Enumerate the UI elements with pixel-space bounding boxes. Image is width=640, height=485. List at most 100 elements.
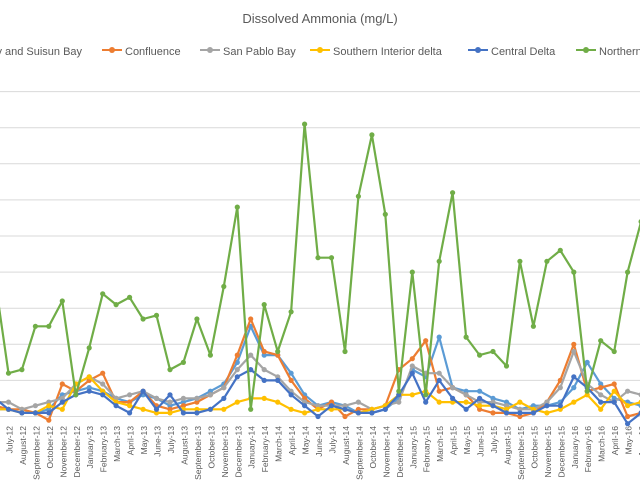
x-tick-label: November-13 — [220, 426, 230, 478]
data-point — [356, 410, 361, 415]
data-point — [154, 407, 159, 412]
x-tick-label: May-16 — [624, 426, 634, 455]
data-point — [6, 407, 11, 412]
data-point — [558, 248, 563, 253]
x-tick-label: July-13 — [166, 426, 176, 454]
data-point — [221, 407, 226, 412]
x-tick-label: November-15 — [543, 426, 553, 478]
data-point — [114, 403, 119, 408]
data-point — [437, 378, 442, 383]
legend-item: Southern Interior delta — [310, 46, 443, 58]
data-point — [410, 392, 415, 397]
x-tick-label: July-12 — [5, 426, 15, 454]
data-point — [221, 396, 226, 401]
data-point — [167, 400, 172, 405]
data-point — [315, 414, 320, 419]
data-point — [410, 363, 415, 368]
x-tick-label: May-13 — [139, 426, 149, 455]
x-tick-label: January-14 — [247, 426, 257, 469]
x-tick-label: August-13 — [179, 426, 189, 465]
data-point — [235, 374, 240, 379]
data-point — [437, 335, 442, 340]
data-point — [302, 122, 307, 127]
data-point — [571, 374, 576, 379]
data-point — [517, 410, 522, 415]
data-point — [262, 378, 267, 383]
data-point — [262, 367, 267, 372]
data-point — [262, 349, 267, 354]
data-point — [73, 392, 78, 397]
data-point — [477, 353, 482, 358]
series-line — [0, 326, 640, 413]
data-point — [289, 392, 294, 397]
data-point — [100, 291, 105, 296]
data-point — [410, 270, 415, 275]
x-tick-label: February-15 — [422, 426, 432, 473]
x-tick-label: September-14 — [354, 426, 364, 480]
data-point — [6, 400, 11, 405]
x-tick-label: February-16 — [583, 426, 593, 473]
data-point — [598, 400, 603, 405]
data-point — [127, 295, 132, 300]
x-tick-label: December-12 — [72, 426, 82, 478]
data-point — [383, 212, 388, 217]
x-tick-label: August-15 — [503, 426, 513, 465]
data-point — [248, 407, 253, 412]
data-point — [464, 400, 469, 405]
data-point — [342, 414, 347, 419]
x-tick-label: January-16 — [570, 426, 580, 469]
data-point — [612, 400, 617, 405]
series-line — [0, 124, 640, 409]
x-tick-label: August-14 — [341, 426, 351, 465]
data-point — [248, 353, 253, 358]
data-point — [464, 392, 469, 397]
data-point — [571, 349, 576, 354]
data-point — [141, 407, 146, 412]
data-point — [235, 367, 240, 372]
data-point — [315, 255, 320, 260]
x-tick-label: April-13 — [126, 426, 136, 456]
data-point — [167, 392, 172, 397]
data-point — [60, 400, 65, 405]
data-point — [612, 349, 617, 354]
data-point — [6, 371, 11, 376]
x-tick-label: May-14 — [301, 426, 311, 455]
gridlines — [0, 92, 640, 417]
data-point — [625, 403, 630, 408]
data-point — [450, 385, 455, 390]
data-point — [289, 309, 294, 314]
data-point — [383, 407, 388, 412]
data-point — [181, 360, 186, 365]
x-tick-label: October-15 — [529, 426, 539, 469]
x-tick-label: September-12 — [31, 426, 41, 480]
data-point — [369, 410, 374, 415]
data-point — [221, 284, 226, 289]
data-point — [194, 396, 199, 401]
x-tick-label: January-13 — [85, 426, 95, 469]
chart-title: Dissolved Ammonia (mg/L) — [242, 11, 397, 26]
x-tick-label: April-14 — [287, 426, 297, 456]
data-point — [275, 400, 280, 405]
data-point — [289, 407, 294, 412]
data-point — [46, 324, 51, 329]
data-point — [275, 378, 280, 383]
data-point — [356, 194, 361, 199]
data-point — [342, 349, 347, 354]
data-point — [598, 392, 603, 397]
legend-item: San Pablo Bay — [200, 46, 296, 58]
data-point — [167, 410, 172, 415]
data-point — [585, 360, 590, 365]
data-point — [302, 410, 307, 415]
legend-item: Central Delta — [468, 46, 556, 58]
x-tick-label: October-12 — [45, 426, 55, 469]
legend-label: Central Delta — [491, 46, 556, 58]
data-point — [33, 324, 38, 329]
x-tick-label: September-15 — [516, 426, 526, 480]
x-tick-label: August-12 — [18, 426, 28, 465]
data-point — [87, 389, 92, 394]
data-point — [558, 403, 563, 408]
data-point — [437, 259, 442, 264]
